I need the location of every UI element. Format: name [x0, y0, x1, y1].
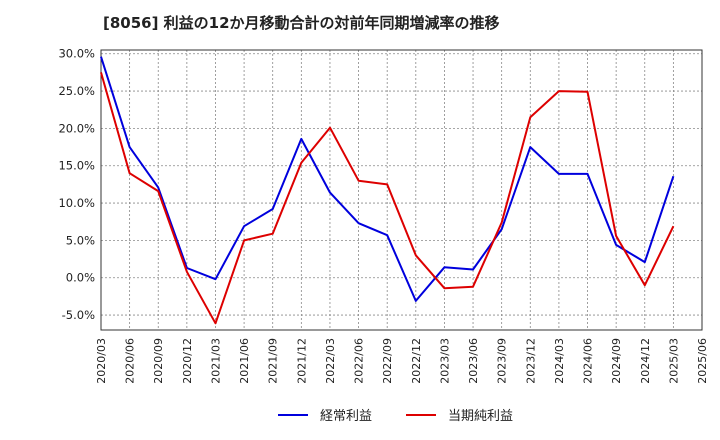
x-tick-label: 2023/12	[524, 338, 537, 384]
x-tick-label: 2024/12	[639, 338, 652, 384]
series-line-ordinary-profit	[100, 56, 675, 302]
y-tick-label: -5.0%	[62, 308, 95, 322]
x-tick-label: 2023/06	[467, 338, 480, 384]
y-tick-label: 0.0%	[66, 271, 95, 285]
x-tick-label: 2021/12	[295, 338, 308, 384]
x-tick-label: 2025/06	[696, 338, 709, 384]
x-tick-label: 2022/09	[381, 338, 394, 384]
x-tick-label: 2024/03	[553, 338, 566, 384]
x-tick-label: 2021/06	[238, 338, 251, 384]
plot-frame	[100, 49, 703, 331]
x-tick-label: 2023/03	[438, 338, 451, 384]
x-tick-label: 2020/12	[181, 338, 194, 384]
x-tick-label: 2022/12	[410, 338, 423, 384]
y-tick-label: 25.0%	[58, 84, 95, 98]
y-tick-label: 20.0%	[58, 121, 95, 135]
axes: 2020/03 2020/06 2020/09 2020/12 2021/03 2021/…	[58, 47, 709, 384]
series-line-net-income	[100, 72, 675, 325]
x-tick-label: 2024/06	[582, 338, 595, 384]
y-tick-label: 15.0%	[58, 159, 95, 173]
x-tick-label: 2022/03	[324, 338, 337, 384]
legend: 経常利益 当期純利益	[278, 409, 513, 424]
x-tick-label: 2024/09	[610, 338, 623, 384]
y-tick-label: 30.0%	[58, 47, 95, 61]
x-tick-label: 2020/03	[95, 338, 108, 384]
legend-label-ordinary-profit: 経常利益	[320, 409, 372, 424]
x-tick-label: 2022/06	[353, 338, 366, 384]
x-tick-label: 2023/09	[496, 338, 509, 384]
grid	[101, 50, 702, 330]
x-tick-label: 2020/09	[152, 338, 165, 384]
x-tick-label: 2021/09	[267, 338, 280, 384]
y-tick-label: 5.0%	[66, 233, 95, 247]
x-tick-label: 2025/03	[667, 338, 680, 384]
x-tick-label: 2020/06	[124, 338, 137, 384]
x-tick-label: 2021/03	[209, 338, 222, 384]
series-lines	[100, 56, 675, 325]
y-tick-label: 10.0%	[58, 196, 95, 210]
chart-title: [8056] 利益の12か月移動合計の対前年同期増減率の推移	[103, 14, 500, 32]
legend-label-net-income: 当期純利益	[448, 409, 513, 424]
